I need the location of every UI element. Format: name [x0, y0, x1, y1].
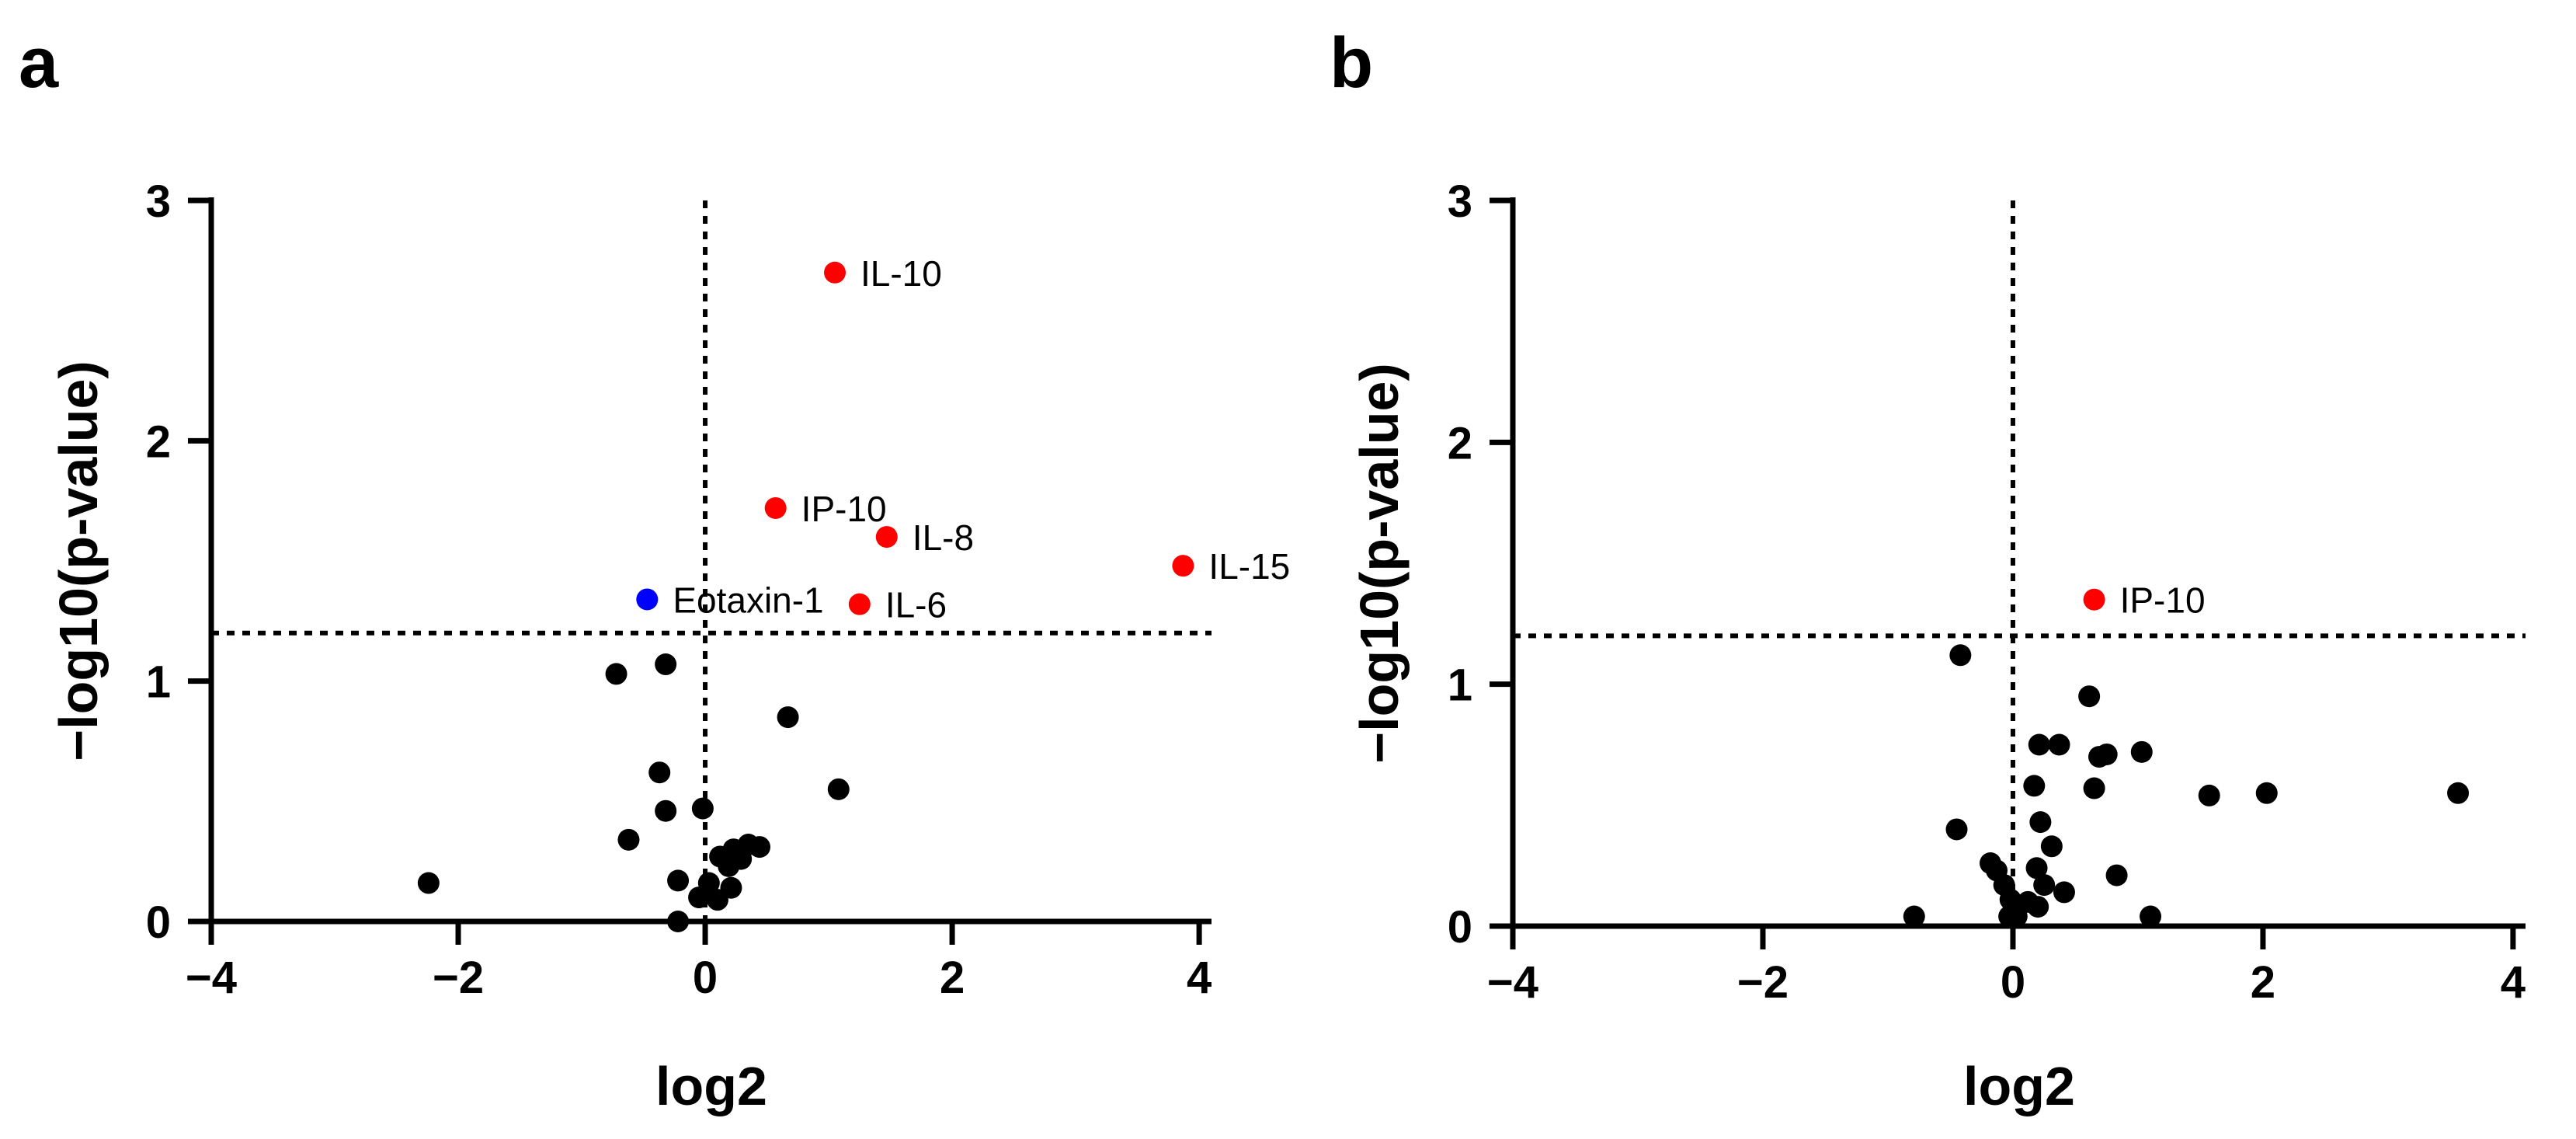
x-tick-label: −4	[186, 953, 237, 1003]
nonsignificant-point	[2140, 905, 2162, 928]
nonsignificant-point	[2028, 733, 2050, 756]
nonsignificant-point	[2025, 857, 2048, 880]
upregulated-point	[824, 261, 846, 284]
point-label: IP-10	[801, 489, 887, 529]
x-tick-label: 4	[2501, 957, 2526, 1008]
panel-a-letter: a	[19, 23, 59, 103]
x-tick-label: 0	[2001, 957, 2025, 1008]
y-tick-label: 3	[1448, 176, 1472, 227]
nonsignificant-point	[2095, 743, 2118, 765]
upregulated-point	[2083, 588, 2105, 611]
upregulated-point	[848, 593, 871, 615]
nonsignificant-point	[2033, 874, 2056, 897]
y-tick-label: 2	[1448, 418, 1472, 468]
upregulated-point	[875, 526, 898, 549]
nonsignificant-point	[1903, 905, 1925, 928]
nonsignificant-point	[2027, 896, 2049, 918]
nonsignificant-point	[691, 797, 714, 820]
nonsignificant-point	[655, 799, 677, 822]
point-label: IP-10	[2120, 580, 2206, 621]
point-label: IL-10	[860, 253, 942, 294]
nonsignificant-point	[648, 761, 671, 784]
x-tick-label: −2	[1737, 957, 1789, 1008]
nonsignificant-point	[2105, 864, 2128, 886]
point-label: IL-6	[885, 585, 947, 625]
panel-b-plot: 0 1 2 3 −4 −2 0 2 4 log2 −log10(p-value) IP-10	[1349, 176, 2526, 1116]
x-tick-label: 2	[2251, 957, 2275, 1008]
nonsignificant-point	[667, 869, 690, 892]
nonsignificant-point	[2130, 740, 2153, 763]
x-tick-label: −4	[1487, 957, 1538, 1008]
nonsignificant-point	[605, 663, 627, 685]
point-label: IL-15	[1208, 546, 1290, 587]
nonsignificant-point	[2053, 881, 2075, 904]
x-tick-label: 4	[1187, 953, 1212, 1003]
point-label: Eotaxin-1	[673, 580, 823, 620]
nonsignificant-point	[417, 872, 440, 894]
nonsignificant-point	[697, 872, 720, 894]
nonsignificant-point	[1945, 818, 1968, 841]
x-tick-label: 2	[940, 953, 965, 1003]
nonsignificant-point	[2005, 905, 2028, 928]
nonsignificant-point	[655, 653, 677, 676]
x-axis-title: log2	[655, 1056, 767, 1116]
nonsignificant-point	[2029, 811, 2052, 834]
nonsignificant-point	[2083, 777, 2105, 799]
x-axis-title: log2	[1963, 1056, 2075, 1116]
x-tick-label: 0	[693, 953, 718, 1003]
nonsignificant-point	[2078, 685, 2101, 708]
point-label: IL-8	[913, 517, 974, 558]
nonsignificant-point	[1999, 888, 2022, 911]
nonsignificant-point	[2023, 775, 2046, 797]
y-axis-title: −log10(p-value)	[1349, 363, 1410, 763]
nonsignificant-point	[827, 778, 850, 800]
downregulated-point	[636, 588, 659, 611]
nonsignificant-point	[667, 911, 690, 932]
upregulated-point	[1172, 555, 1194, 577]
y-tick-label: 3	[146, 176, 171, 227]
nonsignificant-point	[720, 876, 742, 899]
nonsignificant-point	[1949, 644, 1972, 667]
y-tick-label: 0	[146, 897, 171, 948]
y-axis-title: −log10(p-value)	[48, 361, 109, 761]
panel-a-plot: 0 1 2 3 −4 −2 0 2 4 log2 −log10(p-value) IL-10 IP-10…	[48, 176, 1290, 1116]
y-tick-label: 1	[146, 657, 171, 708]
y-tick-label: 0	[1448, 902, 1472, 953]
nonsignificant-point	[2048, 733, 2070, 756]
x-tick-label: −2	[433, 953, 484, 1003]
nonsignificant-point	[617, 828, 640, 851]
nonsignificant-point	[2447, 782, 2470, 804]
panel-b-letter: b	[1330, 23, 1373, 103]
nonsignificant-point	[2198, 784, 2220, 806]
y-tick-label: 2	[146, 416, 171, 467]
nonsignificant-point	[777, 706, 799, 729]
nonsignificant-point	[749, 836, 771, 859]
nonsignificant-point	[2255, 782, 2278, 804]
upregulated-point	[764, 496, 787, 519]
y-tick-label: 1	[1448, 660, 1472, 711]
nonsignificant-point	[2040, 835, 2063, 858]
